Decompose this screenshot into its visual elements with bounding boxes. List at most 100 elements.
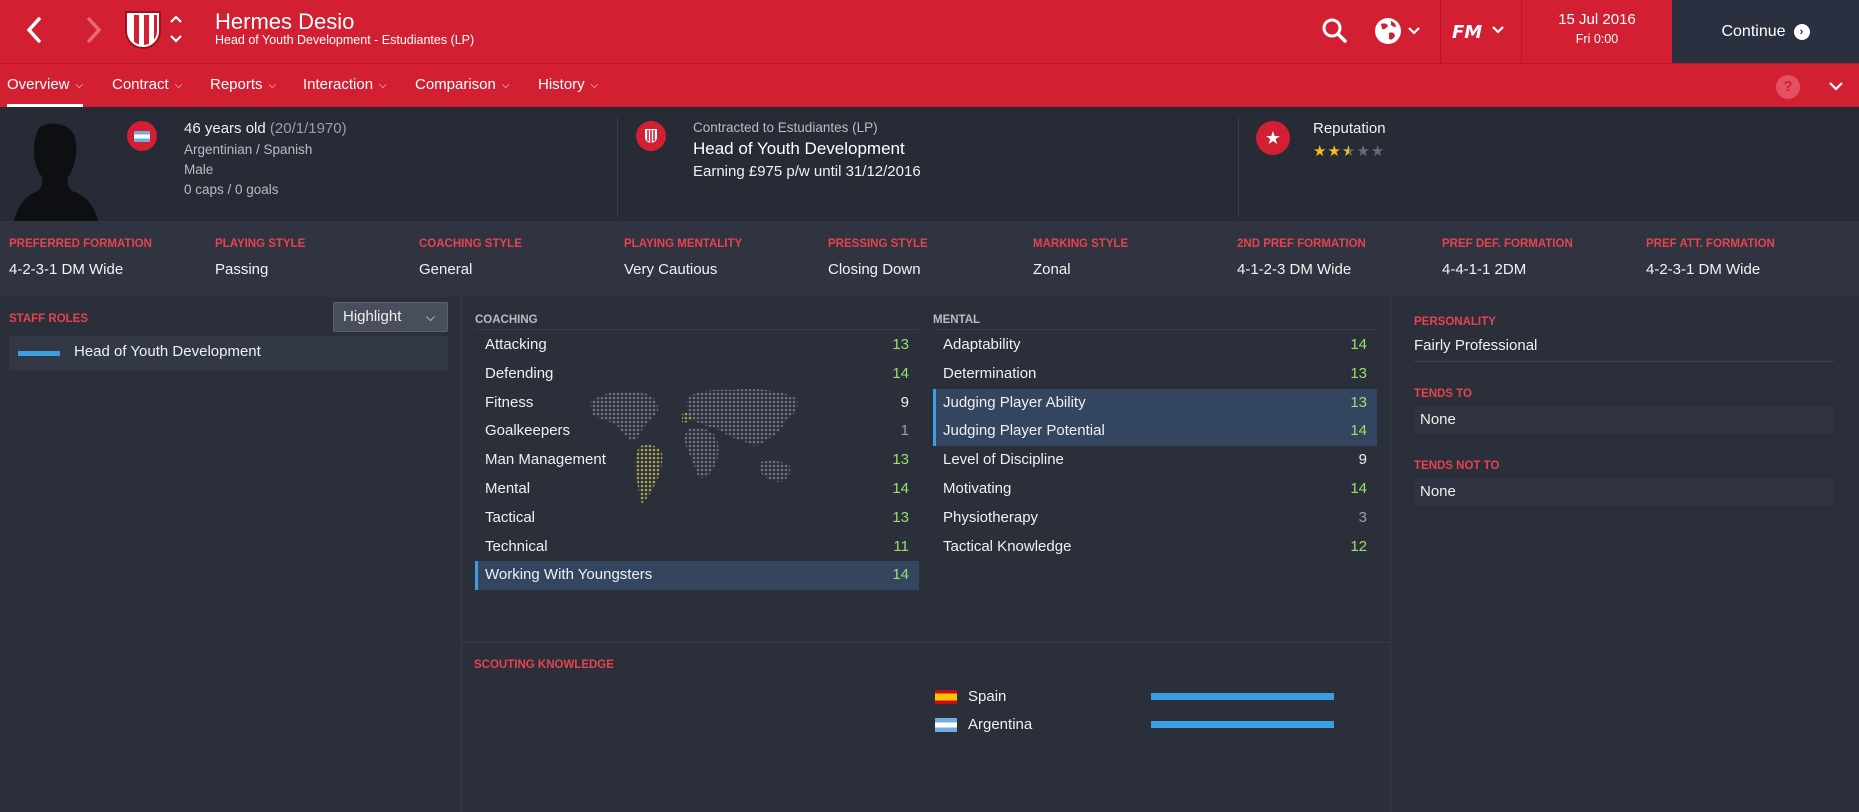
style-label: MARKING STYLE bbox=[1033, 238, 1129, 250]
attribute-row[interactable]: Attacking 13 bbox=[475, 331, 919, 360]
attribute-row[interactable]: Goalkeepers 1 bbox=[475, 417, 919, 446]
attribute-name: Technical bbox=[485, 537, 548, 555]
attribute-name: Tactical bbox=[485, 508, 536, 526]
country-name: Argentina bbox=[968, 716, 1033, 733]
style-coaching-style: COACHING STYLE General bbox=[419, 238, 522, 278]
reputation-label: Reputation bbox=[1313, 120, 1386, 137]
tab-reports[interactable]: Reports ⌵ bbox=[210, 64, 276, 107]
scouting-row-spain[interactable]: Spain bbox=[935, 686, 1375, 708]
attribute-row[interactable]: Tactical Knowledge 12 bbox=[933, 533, 1377, 562]
attribute-row[interactable]: Defending 14 bbox=[475, 360, 919, 389]
tends-not-to-value: None bbox=[1414, 478, 1834, 506]
back-button[interactable] bbox=[14, 10, 54, 50]
attribute-row[interactable]: Technical 11 bbox=[475, 533, 919, 562]
attribute-row[interactable]: Tactical 13 bbox=[475, 504, 919, 533]
separator bbox=[1440, 0, 1441, 63]
tends-to-header: TENDS TO bbox=[1414, 388, 1472, 400]
style-value: Zonal bbox=[1033, 261, 1071, 278]
attribute-row[interactable]: Level of Discipline 9 bbox=[933, 446, 1377, 475]
age-line: 46 years old (20/1/1970) bbox=[184, 120, 347, 137]
world-menu[interactable] bbox=[1374, 16, 1426, 46]
half-star-icon: ★ bbox=[1341, 143, 1357, 160]
attribute-row[interactable]: Motivating 14 bbox=[933, 475, 1377, 504]
search-icon[interactable] bbox=[1320, 16, 1348, 44]
forward-button[interactable] bbox=[74, 10, 114, 50]
fm-menu[interactable]: FM bbox=[1450, 14, 1510, 48]
club-badge-small-icon[interactable] bbox=[636, 121, 666, 151]
attribute-row[interactable]: Fitness 9 bbox=[475, 389, 919, 418]
attribute-value: 3 bbox=[1358, 508, 1367, 526]
tab-label: History bbox=[538, 76, 585, 93]
world-map-icon bbox=[590, 389, 798, 504]
staff-roles-header: STAFF ROLES bbox=[9, 313, 89, 325]
argentina-flag-icon bbox=[134, 130, 150, 142]
attribute-name: Adaptability bbox=[943, 336, 1021, 353]
chevron-down-icon: ⌵ bbox=[268, 80, 277, 91]
page-subtitle[interactable]: Head of Youth Development - Estudiantes … bbox=[215, 33, 475, 47]
attribute-row[interactable]: Man Management 13 bbox=[475, 446, 919, 475]
coaching-header: COACHING bbox=[475, 314, 538, 326]
attribute-value: 14 bbox=[892, 566, 909, 584]
attribute-name: Physiotherapy bbox=[943, 508, 1039, 526]
staff-role-item[interactable]: Head of Youth Development bbox=[9, 336, 448, 370]
attribute-value: 14 bbox=[892, 479, 909, 497]
separator bbox=[475, 329, 919, 330]
attribute-name: Attacking bbox=[485, 336, 547, 353]
highlight-dropdown[interactable]: Highlight ⌵ bbox=[333, 302, 448, 332]
separator bbox=[1414, 361, 1834, 362]
attribute-value: 13 bbox=[892, 451, 909, 469]
chevron-down-icon: ⌵ bbox=[425, 310, 435, 324]
attribute-name: Goalkeepers bbox=[485, 422, 571, 440]
attribute-row[interactable]: Adaptability 14 bbox=[933, 331, 1377, 360]
tab-overview[interactable]: Overview ⌵ bbox=[7, 64, 84, 107]
knowledge-bar bbox=[1151, 721, 1334, 728]
globe-icon bbox=[1375, 18, 1420, 44]
personality-value: Fairly Professional bbox=[1414, 337, 1538, 354]
attribute-row[interactable]: Judging Player Potential 14 bbox=[933, 417, 1377, 447]
attribute-row[interactable]: Determination 13 bbox=[933, 360, 1377, 389]
star-icon: ★ bbox=[1356, 143, 1371, 160]
attribute-value: 9 bbox=[900, 393, 909, 411]
help-icon[interactable]: ? bbox=[1776, 75, 1800, 99]
style-value: 4-2-3-1 DM Wide bbox=[1646, 261, 1761, 278]
nationality-flag[interactable] bbox=[127, 121, 157, 151]
attribute-name: Judging Player Ability bbox=[943, 393, 1086, 411]
tends-not-to-block: TENDS NOT TO None bbox=[1414, 460, 1834, 506]
attribute-row[interactable]: Mental 14 bbox=[475, 475, 919, 504]
tab-contract[interactable]: Contract ⌵ bbox=[112, 64, 182, 107]
contract-label[interactable]: Contracted to Estudiantes (LP) bbox=[693, 120, 878, 135]
date-text: 15 Jul 2016 bbox=[1558, 11, 1636, 28]
divider bbox=[617, 117, 618, 217]
attribute-row[interactable]: Physiotherapy 3 bbox=[933, 504, 1377, 533]
more-menu-button[interactable] bbox=[1826, 76, 1846, 96]
chevron-down-icon: ⌵ bbox=[174, 80, 183, 91]
mental-header: MENTAL bbox=[933, 314, 981, 326]
chevron-left-icon bbox=[26, 17, 41, 43]
tab-label: Reports bbox=[210, 76, 263, 93]
age-text: 46 years old bbox=[184, 120, 266, 137]
world-map[interactable] bbox=[580, 380, 820, 510]
gender-text: Male bbox=[184, 162, 214, 177]
up-down-arrows[interactable] bbox=[168, 12, 184, 46]
style-playing-style: PLAYING STYLE Passing bbox=[215, 238, 305, 278]
attribute-name: Level of Discipline bbox=[943, 451, 1064, 469]
attribute-value: 11 bbox=[893, 537, 909, 555]
coaching-attributes: Attacking 13 Defending 14 Fitness 9 Goalkeeper… bbox=[475, 331, 919, 591]
scouting-header: SCOUTING KNOWLEDGE bbox=[474, 659, 614, 671]
date-display[interactable]: 15 Jul 2016 Fri 0:00 bbox=[1522, 0, 1672, 63]
chevron-down-icon: ⌵ bbox=[501, 80, 510, 91]
attribute-value: 9 bbox=[1358, 451, 1367, 469]
attribute-row[interactable]: Judging Player Ability 13 bbox=[933, 388, 1377, 418]
club-badge-icon[interactable] bbox=[127, 13, 159, 47]
earning-text: Earning £975 p/w until 31/12/2016 bbox=[693, 163, 921, 180]
tab-history[interactable]: History ⌵ bbox=[538, 64, 598, 107]
attribute-value: 12 bbox=[1350, 537, 1367, 555]
attribute-row[interactable]: Working With Youngsters 14 bbox=[475, 561, 919, 591]
tab-interaction[interactable]: Interaction ⌵ bbox=[303, 64, 387, 107]
top-bar: Hermes Desio Head of Youth Development -… bbox=[0, 0, 1859, 63]
continue-button[interactable]: Continue › bbox=[1672, 0, 1859, 63]
style-value: 4-4-1-1 2DM bbox=[1442, 261, 1527, 278]
scouting-row-argentina[interactable]: Argentina bbox=[935, 714, 1375, 736]
style-label: PLAYING STYLE bbox=[215, 238, 306, 250]
tab-comparison[interactable]: Comparison ⌵ bbox=[415, 64, 509, 107]
